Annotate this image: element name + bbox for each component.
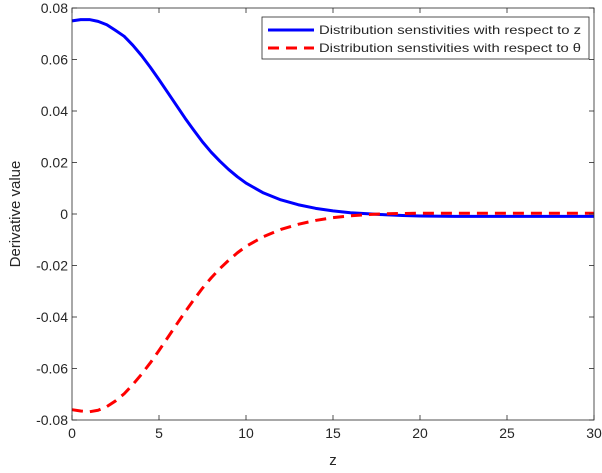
series-line-1: [71, 18, 594, 218]
x-tick-label: 30: [586, 425, 602, 441]
y-tick-label: -0.06: [36, 361, 68, 377]
x-tick-label: 5: [155, 425, 163, 441]
y-tick-label: -0.08: [36, 412, 68, 428]
legend-label-series-1: Distribution senstivities with respect t…: [319, 23, 581, 37]
legend-box: [261, 16, 590, 60]
y-tick-label: -0.02: [36, 258, 68, 274]
series-line-2: [71, 211, 594, 414]
y-tick-label: 0.04: [41, 103, 68, 119]
y-tick-label: 0.08: [41, 0, 68, 16]
legend: Distribution senstivities with respect t…: [261, 16, 590, 60]
y-tick-label: 0.06: [41, 52, 68, 68]
x-tick-label: 20: [412, 425, 428, 441]
y-tick-label: -0.04: [36, 309, 68, 325]
y-tick-label: 0: [60, 206, 68, 222]
x-tick-label: 10: [238, 425, 254, 441]
x-tick-label: 0: [68, 425, 76, 441]
x-tick-label: 25: [499, 425, 515, 441]
legend-label-series-2: Distribution senstivities with respect t…: [319, 41, 581, 55]
y-tick-label: 0.02: [41, 155, 68, 171]
x-tick-label: 15: [325, 425, 341, 441]
x-axis-label: z: [329, 452, 337, 469]
series-layer: [71, 18, 594, 414]
axis-ticks: 0 5 10 15 20 25 30 -0.08 -0.06 -0.04 -0.02 0 0.02 0.0…: [36, 0, 602, 441]
y-axis-label: Derivative value: [7, 161, 24, 268]
